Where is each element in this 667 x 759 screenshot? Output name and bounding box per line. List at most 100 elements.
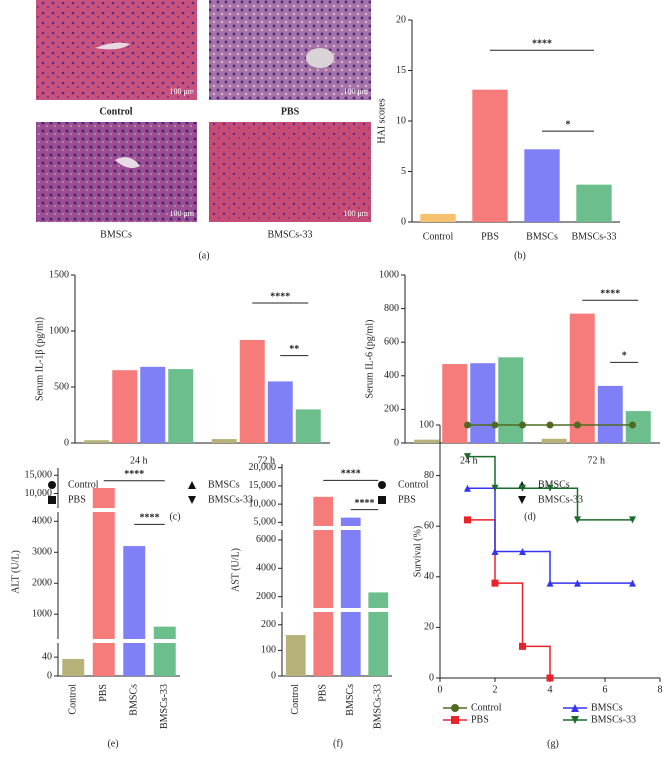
significance-label: * (566, 119, 571, 130)
y-tick-label: 1000 (379, 269, 399, 280)
bar (340, 517, 361, 676)
significance-label: * (622, 351, 627, 362)
x-tick-label: 4 (548, 684, 553, 695)
y-tick-label: 3000 (32, 547, 52, 558)
image-label: PBS (281, 106, 300, 117)
panel-label: (g) (547, 738, 559, 749)
histology-image (36, 122, 197, 222)
y-tick-label: 4000 (32, 516, 52, 527)
y-tick-label: 40 (424, 571, 434, 582)
point (491, 484, 499, 492)
point (546, 579, 554, 587)
bar (414, 439, 440, 443)
survival-line (467, 519, 551, 678)
legend-marker (571, 716, 579, 724)
bar (62, 659, 85, 676)
y-tick-label: 15,000 (25, 470, 53, 481)
y-tick-label: 0 (429, 672, 434, 683)
x-tick-label: BMSCs (526, 231, 558, 242)
y-tick-label: 500 (54, 381, 69, 392)
x-tick-label: BMSCs-33 (571, 231, 616, 242)
bar (211, 439, 237, 443)
point (546, 484, 554, 492)
significance-label: **** (532, 39, 552, 50)
point (519, 548, 526, 555)
legend-marker (48, 481, 56, 489)
y-tick-label: 1000 (49, 325, 69, 336)
legend-marker (571, 704, 579, 712)
y-tick-label: 0 (64, 437, 69, 448)
bar (123, 546, 146, 676)
bar (140, 366, 166, 443)
legend-label: PBS (398, 494, 416, 505)
y-axis-title: HAI scores (376, 98, 387, 143)
x-tick-label: 8 (658, 684, 663, 695)
scale-bar-label: 100 μm (169, 87, 194, 96)
y-tick-label: 600 (384, 336, 399, 347)
panel-label: (f) (333, 738, 343, 749)
legend-marker (378, 496, 386, 504)
legend-marker (451, 716, 459, 724)
vessel (115, 157, 140, 168)
y-tick-label: 2000 (32, 578, 52, 589)
point (574, 516, 581, 524)
bar (498, 357, 524, 443)
legend-label: BMSCs (591, 702, 623, 713)
point (464, 516, 471, 524)
legend-label: BMSCs (208, 479, 240, 490)
y-tick-label: 10,000 (25, 488, 53, 499)
y-axis-title: Serum IL-1β (pg/ml) (34, 317, 45, 401)
significance-label: **** (600, 288, 620, 299)
y-axis-title: AST (U/L) (230, 548, 241, 592)
bar (442, 364, 468, 443)
bar (295, 409, 321, 443)
x-tick-label: Control (290, 684, 301, 715)
x-tick-label: Control (68, 684, 79, 715)
histology: Control PBS BMSCs BMSCs-33 100 μm 100 μm… (36, 0, 371, 261)
point (629, 421, 636, 429)
x-tick-label: BMSCs-33 (373, 684, 384, 729)
legend-label: BMSCs-33 (208, 494, 253, 505)
x-tick-label: Control (423, 231, 454, 242)
legend-label: Control (398, 479, 429, 490)
y-tick-label: 4000 (256, 563, 276, 574)
y-tick-label: 100 (419, 419, 434, 430)
bar (524, 149, 560, 222)
x-tick-label: BMSCs (345, 684, 356, 716)
bar (168, 369, 194, 443)
bar (576, 184, 612, 222)
scale-bar-label: 100 μm (169, 209, 194, 218)
significance-label: ** (289, 344, 299, 355)
panel-label: (e) (107, 738, 118, 749)
x-tick-label: BMSCs-33 (159, 684, 170, 729)
y-tick-label: 40 (42, 651, 52, 662)
survival-line (467, 487, 633, 584)
y-tick-label: 0 (394, 437, 399, 448)
y-tick-label: 100 (261, 645, 276, 656)
y-tick-label: 5,000 (254, 517, 277, 528)
y-tick-label: 200 (384, 404, 399, 415)
point (519, 642, 526, 650)
x-tick-label: 24 h (460, 455, 478, 466)
legend-label: BMSCs (538, 479, 570, 490)
y-tick-label: 80 (424, 470, 434, 481)
y-tick-label: 15,000 (249, 480, 277, 491)
scale-bar-label: 100 μm (343, 87, 368, 96)
histology-image (209, 122, 371, 222)
y-tick-label: 5 (401, 166, 406, 177)
bar (470, 363, 496, 443)
point (464, 453, 471, 461)
legend-marker (451, 704, 459, 712)
bar (368, 592, 389, 676)
panel-label: (b) (514, 250, 526, 261)
bar (420, 213, 456, 222)
y-tick-label: 20 (396, 14, 406, 25)
vessel (95, 42, 130, 50)
image-label: BMSCs-33 (267, 229, 312, 240)
panel-label: (d) (524, 511, 536, 522)
bar (84, 440, 110, 443)
y-tick-label: 400 (384, 370, 399, 381)
y-axis-title: Survival (%) (412, 526, 423, 577)
legend-label: PBS (471, 714, 489, 725)
